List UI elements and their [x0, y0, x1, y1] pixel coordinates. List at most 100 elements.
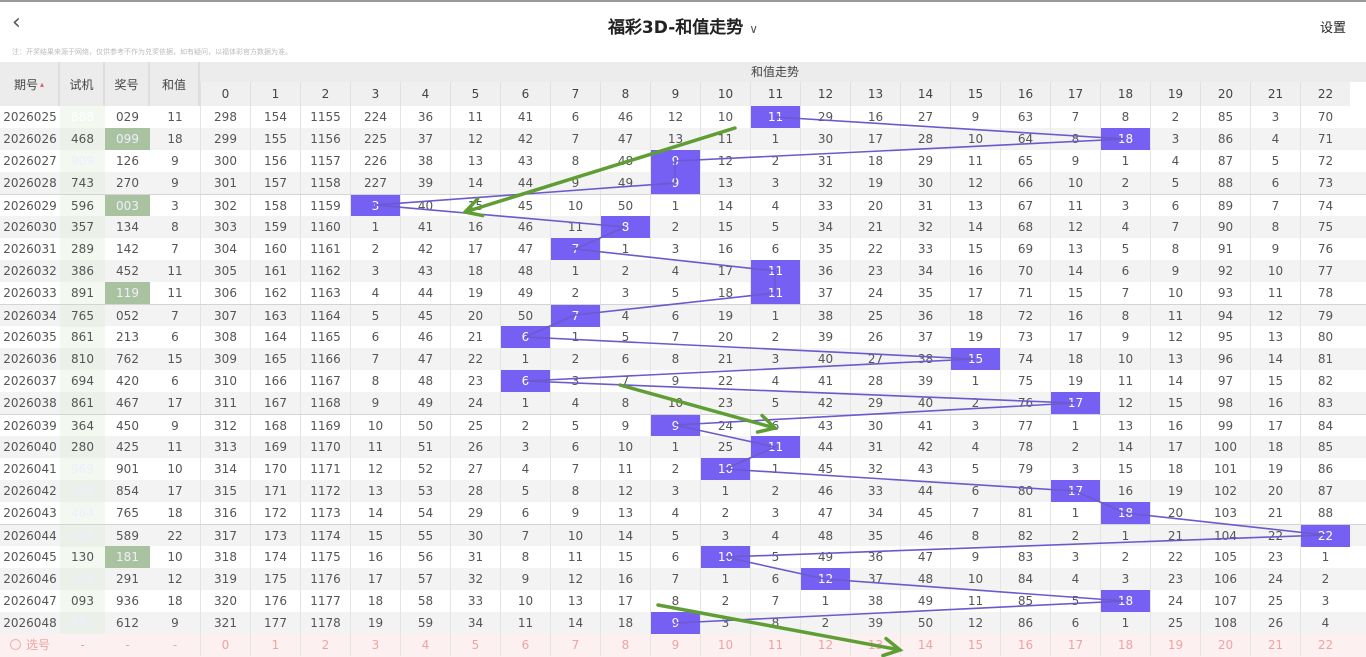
- pick-number-19[interactable]: 19: [1150, 634, 1200, 656]
- omission-cell: 78: [1000, 436, 1050, 458]
- pick-number-1[interactable]: 1: [250, 634, 300, 656]
- sum-cell: 18: [167, 594, 183, 608]
- omission-cell: 304: [200, 238, 250, 260]
- pick-number-20[interactable]: 20: [1200, 634, 1250, 656]
- omission-cell: 321: [200, 612, 250, 634]
- pick-number-6[interactable]: 6: [500, 634, 550, 656]
- omission-cell: 49: [900, 590, 950, 612]
- test-number-cell: 093: [60, 590, 105, 612]
- col-header-issue[interactable]: 期号 ▴: [0, 62, 60, 106]
- omission-cell: 16: [850, 106, 900, 128]
- pick-number-15[interactable]: 15: [950, 634, 1000, 656]
- pick-number-14[interactable]: 14: [900, 634, 950, 656]
- pick-number-18[interactable]: 18: [1100, 634, 1150, 656]
- omission-cell: 6: [750, 568, 800, 590]
- hit-cell: 18: [1100, 590, 1150, 612]
- pick-number-13[interactable]: 13: [850, 634, 900, 656]
- omission-cell: 303: [200, 216, 250, 238]
- omission-cell: 64: [1000, 128, 1050, 150]
- omission-cell: 13: [450, 150, 500, 172]
- omission-cell: 11: [1250, 282, 1300, 304]
- sum-cell: 17: [167, 484, 183, 498]
- omission-cell: 33: [900, 238, 950, 260]
- pick-number-16[interactable]: 16: [1000, 634, 1050, 656]
- omission-cell: 88: [1200, 172, 1250, 194]
- omission-cell: 47: [800, 502, 850, 524]
- omission-cell: 1162: [300, 260, 350, 282]
- page-title[interactable]: 福彩3D-和值走势 ∨: [0, 13, 1366, 38]
- issue-cell: 2026032: [3, 264, 57, 278]
- omission-cell: 168: [250, 415, 300, 437]
- omission-cell: 37: [800, 282, 850, 304]
- test-number-cell: 364: [60, 415, 105, 437]
- omission-cell: 3: [650, 480, 700, 502]
- settings-button[interactable]: 设置: [1319, 21, 1346, 36]
- omission-cell: 82: [1300, 370, 1350, 392]
- omission-cell: 1164: [300, 305, 350, 327]
- pick-number-4[interactable]: 4: [400, 634, 450, 656]
- pick-number-12[interactable]: 12: [800, 634, 850, 656]
- omission-cell: 1159: [300, 195, 350, 217]
- omission-cell: 27: [850, 348, 900, 370]
- omission-cell: 176: [250, 590, 300, 612]
- omission-cell: 156: [250, 150, 300, 172]
- pick-number-0[interactable]: 0: [200, 634, 250, 656]
- back-chevron-left-icon[interactable]: ‹: [12, 10, 21, 35]
- omission-cell: 11: [350, 436, 400, 458]
- omission-cell: 1171: [300, 458, 350, 480]
- sum-col-header: 6: [500, 82, 550, 106]
- omission-cell: 18: [1250, 436, 1300, 458]
- omission-cell: 158: [250, 195, 300, 217]
- omission-cell: 14: [1250, 348, 1300, 370]
- omission-cell: 12: [950, 612, 1000, 634]
- sum-cell: 11: [167, 440, 183, 454]
- omission-cell: 8: [1100, 106, 1150, 128]
- pick-number-5[interactable]: 5: [450, 634, 500, 656]
- pick-number-3[interactable]: 3: [350, 634, 400, 656]
- pick-number-2[interactable]: 2: [300, 634, 350, 656]
- sum-col-header: 17: [1050, 82, 1100, 106]
- pick-number-11[interactable]: 11: [750, 634, 800, 656]
- test-number-cell: 289: [60, 238, 105, 260]
- omission-cell: 54: [400, 502, 450, 524]
- omission-cell: 1: [1100, 150, 1150, 172]
- omission-cell: 2: [650, 458, 700, 480]
- omission-cell: 24: [700, 415, 750, 437]
- omission-cell: 9: [350, 392, 400, 414]
- test-number-cell: 888: [60, 106, 105, 128]
- omission-cell: 44: [500, 172, 550, 194]
- omission-cell: 10: [1150, 282, 1200, 304]
- omission-cell: 10: [650, 392, 700, 414]
- omission-cell: 17: [600, 590, 650, 612]
- omission-cell: 4: [500, 458, 550, 480]
- table-row: 2026044 525 589 22 317 173 1174 15 55 30 7 10 14 5 3 4 4…: [0, 524, 1366, 547]
- omission-cell: 1175: [300, 546, 350, 568]
- omission-cell: 70: [1000, 260, 1050, 282]
- omission-cell: 47: [900, 546, 950, 568]
- prize-number-cell: 467: [116, 396, 139, 410]
- issue-cell: 2026029: [3, 199, 57, 213]
- pick-number-17[interactable]: 17: [1050, 634, 1100, 656]
- omission-cell: 29: [850, 392, 900, 414]
- omission-cell: 20: [1150, 502, 1200, 524]
- hit-cell: 18: [1100, 502, 1150, 524]
- pick-number-7[interactable]: 7: [550, 634, 600, 656]
- omission-cell: 1: [650, 195, 700, 217]
- omission-cell: 5: [550, 415, 600, 437]
- sum-col-header: 22: [1300, 82, 1350, 106]
- omission-cell: 30: [450, 525, 500, 547]
- pick-number-8[interactable]: 8: [600, 634, 650, 656]
- omission-cell: 24: [1250, 568, 1300, 590]
- pick-toggle[interactable]: 选号: [0, 634, 60, 656]
- pick-number-22[interactable]: 22: [1300, 634, 1350, 656]
- pick-number-10[interactable]: 10: [700, 634, 750, 656]
- sum-cell: 9: [171, 176, 179, 190]
- pick-number-21[interactable]: 21: [1250, 634, 1300, 656]
- omission-cell: 85: [1300, 436, 1350, 458]
- omission-cell: 23: [1150, 568, 1200, 590]
- sum-cell: 9: [171, 154, 179, 168]
- omission-cell: 18: [600, 612, 650, 634]
- pick-number-9[interactable]: 9: [650, 634, 700, 656]
- omission-cell: 1: [950, 370, 1000, 392]
- col-group-trend: 和值走势: [200, 62, 1366, 82]
